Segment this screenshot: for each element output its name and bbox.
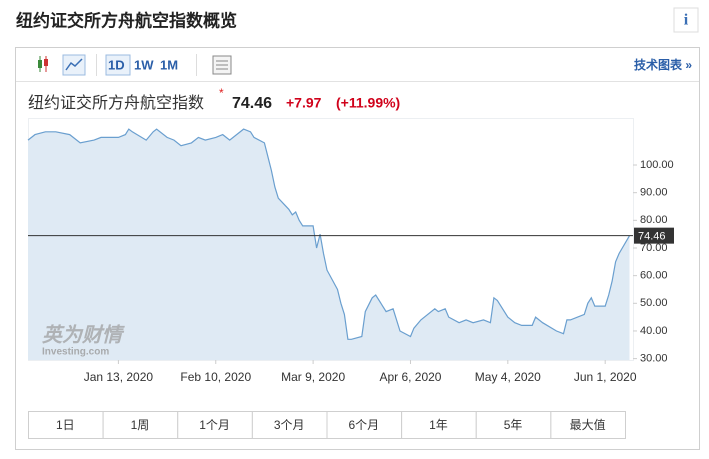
y-tick-label: 50.00 bbox=[640, 297, 668, 309]
area-icon bbox=[65, 58, 83, 71]
range-label[interactable]: 1年 bbox=[429, 418, 448, 432]
range-label[interactable]: 最大值 bbox=[570, 417, 606, 432]
watermark-en: Investing.com bbox=[42, 347, 109, 358]
info-button[interactable] bbox=[673, 7, 699, 33]
range-label[interactable]: 3个月 bbox=[274, 418, 305, 432]
range-button[interactable] bbox=[102, 411, 179, 439]
x-tick-label: Jan 13, 2020 bbox=[84, 370, 154, 384]
interval-button[interactable]: 1D bbox=[108, 57, 125, 72]
y-tick-label: 40.00 bbox=[640, 325, 668, 337]
interval-button[interactable]: 1M bbox=[160, 57, 178, 72]
range-label[interactable]: 1日 bbox=[56, 418, 75, 432]
info-icon[interactable]: i bbox=[684, 12, 689, 29]
last-price-tag bbox=[634, 227, 674, 244]
range-button[interactable] bbox=[550, 411, 626, 439]
range-button[interactable] bbox=[326, 411, 403, 439]
change: +7.97 bbox=[286, 95, 322, 111]
price: 74.46 bbox=[232, 95, 272, 112]
y-tick-label: 100.00 bbox=[640, 159, 674, 171]
x-tick-label: Jun 1, 2020 bbox=[574, 370, 637, 384]
page-title: 纽约证交所方舟航空指数概览 bbox=[16, 10, 237, 30]
candle-icon[interactable] bbox=[38, 56, 48, 72]
y-tick-label: 30.00 bbox=[640, 353, 668, 365]
area-fill bbox=[28, 129, 630, 360]
range-button[interactable] bbox=[177, 411, 253, 439]
range-button[interactable] bbox=[475, 411, 552, 439]
x-tick-label: Mar 9, 2020 bbox=[281, 370, 345, 384]
interval-button[interactable]: 1W bbox=[134, 57, 154, 72]
y-tick-label: 90.00 bbox=[640, 187, 668, 199]
x-tick-label: Feb 10, 2020 bbox=[180, 370, 251, 384]
icon-stroke bbox=[44, 59, 48, 66]
y-tick-label: 60.00 bbox=[640, 270, 668, 282]
icon-stroke bbox=[38, 60, 42, 68]
range-label[interactable]: 5年 bbox=[504, 418, 523, 432]
range-label[interactable]: 1周 bbox=[131, 418, 150, 432]
tech-chart-link[interactable]: 技术图表 » bbox=[634, 57, 692, 72]
series-name: 纽约证交所方舟航空指数 bbox=[28, 94, 204, 112]
watermark-cn: 英为财情 bbox=[42, 323, 125, 346]
range-label[interactable]: 6个月 bbox=[348, 418, 379, 432]
x-tick-label: Apr 6, 2020 bbox=[379, 370, 441, 384]
last-price-label: 74.46 bbox=[638, 231, 666, 243]
y-tick-label: 80.00 bbox=[640, 214, 668, 226]
price-line bbox=[27, 128, 631, 340]
range-label[interactable]: 1个月 bbox=[199, 418, 230, 432]
asterisk: * bbox=[219, 86, 224, 100]
y-tick-label: 70.00 bbox=[640, 242, 668, 254]
range-button[interactable] bbox=[251, 411, 328, 439]
range-button[interactable] bbox=[401, 411, 477, 439]
change-percent: (+11.99%) bbox=[336, 95, 400, 111]
x-tick-label: May 4, 2020 bbox=[475, 370, 541, 384]
interval-active-bg[interactable] bbox=[105, 54, 131, 76]
